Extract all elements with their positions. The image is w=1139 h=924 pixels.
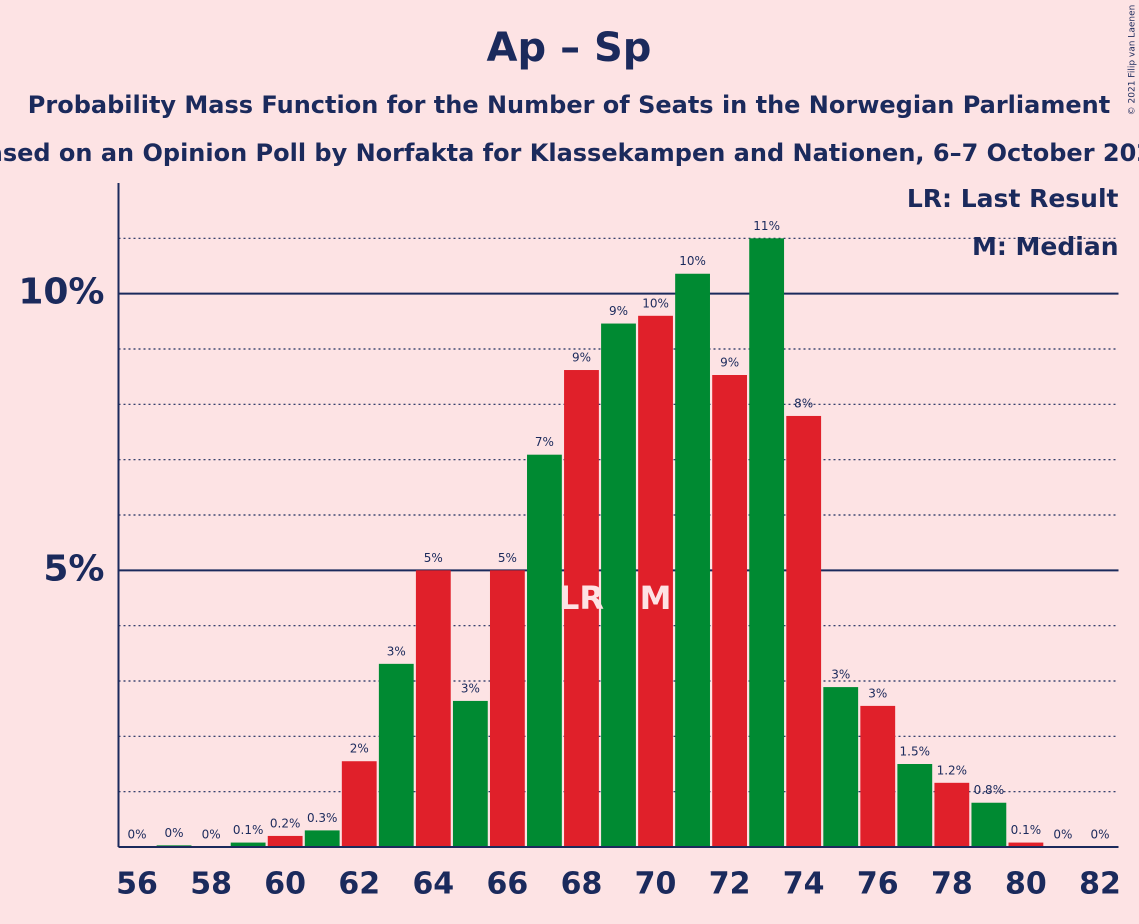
chart-subtitle: Based on an Opinion Poll by Norfakta for… [0, 139, 1139, 167]
value-label: 8% [794, 396, 813, 410]
value-label: 0% [202, 828, 221, 842]
bar [452, 700, 488, 847]
bar [489, 570, 525, 847]
value-label: 7% [535, 435, 554, 449]
legend-entry: LR: Last Result [907, 184, 1119, 213]
value-label: 0.2% [270, 816, 301, 830]
bar [341, 761, 377, 847]
value-label: 0% [165, 826, 184, 840]
y-tick-label: 5% [43, 548, 104, 589]
bar [304, 830, 340, 847]
value-label: 0.1% [233, 823, 264, 837]
value-label: 0% [1090, 828, 1109, 842]
bar [971, 802, 1007, 847]
value-label: 5% [424, 551, 443, 565]
value-label: 9% [609, 304, 628, 318]
bar [527, 454, 562, 847]
x-tick-label: 82 [1079, 867, 1121, 902]
x-tick-label: 78 [931, 867, 973, 902]
bar [230, 842, 266, 847]
x-tick-label: 72 [709, 867, 751, 902]
bar [823, 687, 859, 847]
bar [749, 238, 785, 848]
bar [378, 663, 414, 847]
bar [786, 415, 822, 847]
annotation: M [640, 579, 672, 617]
bar [712, 375, 748, 847]
bar [415, 570, 451, 847]
bar [934, 782, 970, 847]
legend-entry: M: Median [972, 232, 1119, 261]
value-label: 0.1% [1011, 823, 1042, 837]
bar [1008, 842, 1044, 847]
value-label: 3% [387, 644, 406, 658]
bar [564, 370, 599, 847]
x-tick-label: 68 [561, 867, 603, 902]
x-tick-label: 64 [412, 867, 454, 902]
bar [675, 273, 710, 847]
chart-subtitle: Probability Mass Function for the Number… [28, 91, 1110, 119]
value-label: 10% [679, 254, 706, 268]
value-label: 0% [1053, 828, 1072, 842]
copyright: © 2021 Filip van Laenen [1128, 5, 1138, 116]
x-tick-label: 60 [264, 867, 306, 902]
value-label: 11% [753, 219, 780, 233]
x-tick-label: 66 [487, 867, 529, 902]
value-label: 0.8% [974, 783, 1005, 797]
x-tick-label: 74 [783, 867, 825, 902]
x-tick-label: 70 [635, 867, 677, 902]
y-tick-label: 10% [18, 272, 104, 313]
x-tick-label: 80 [1005, 867, 1047, 902]
value-label: 3% [461, 681, 480, 695]
value-label: 10% [642, 296, 669, 310]
value-label: 1.5% [900, 745, 931, 759]
x-tick-label: 62 [338, 867, 380, 902]
annotation: LR [559, 579, 604, 617]
bar [601, 323, 636, 848]
value-label: 3% [868, 686, 887, 700]
value-label: 0.3% [307, 811, 338, 825]
value-label: 0% [127, 828, 146, 842]
chart-title: Ap – Sp [487, 25, 652, 71]
x-tick-label: 58 [190, 867, 232, 902]
x-tick-label: 76 [857, 867, 899, 902]
bar [638, 315, 673, 847]
value-label: 5% [498, 551, 517, 565]
bar [897, 764, 933, 847]
bar [860, 705, 896, 847]
value-label: 1.2% [937, 763, 968, 777]
value-label: 2% [350, 742, 369, 756]
bar [267, 835, 303, 847]
x-tick-label: 56 [116, 867, 158, 902]
value-label: 3% [831, 668, 850, 682]
value-label: 9% [720, 356, 739, 370]
value-label: 9% [572, 351, 591, 365]
